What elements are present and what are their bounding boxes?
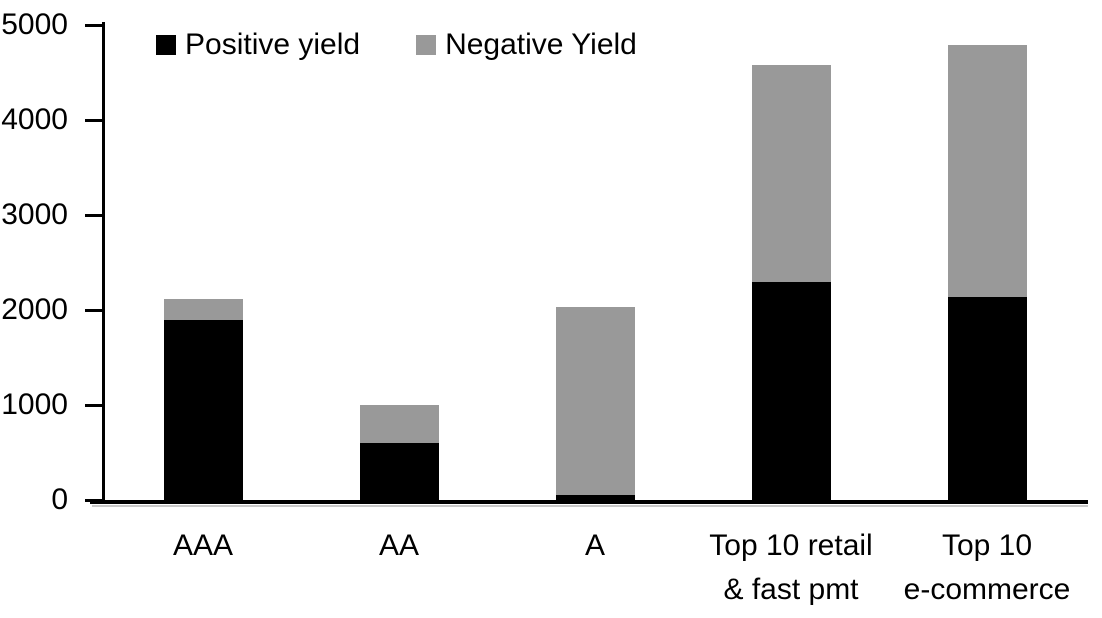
negative-yield-swatch-icon	[416, 35, 437, 55]
positive-yield-swatch-icon	[156, 35, 176, 55]
bar-segment-positive-yield-top-10-retail-fast-pmt	[751, 282, 831, 500]
bar-segment-negative-yield-a	[555, 307, 635, 496]
x-axis-category-label-aa: AA	[378, 529, 420, 562]
legend-label-positive-yield: Positive yield	[185, 28, 361, 61]
y-axis-tick-label: 3000	[1, 198, 68, 231]
bar-segment-negative-yield-aa	[359, 405, 439, 443]
y-axis-tick-label: 5000	[1, 8, 68, 41]
bar-segment-positive-yield-aa	[359, 443, 439, 500]
bar-segment-positive-yield-top-10-e-commerce	[947, 296, 1027, 500]
y-axis-line	[102, 22, 105, 503]
legend-item-positive-yield: Positive yield	[156, 28, 360, 62]
y-tick-3000	[85, 214, 102, 217]
x-axis-category-label-top-10-e-commerce: Top 10 e-commerce	[903, 529, 1071, 606]
y-axis-tick-label: 4000	[1, 103, 68, 136]
legend-label-negative-yield: Negative Yield	[445, 28, 637, 61]
bar-segment-positive-yield-a	[555, 495, 635, 500]
bar-segment-negative-yield-top-10-retail-fast-pmt	[751, 64, 831, 283]
y-axis-tick-label: 2000	[1, 293, 68, 326]
y-tick-5000	[85, 24, 102, 27]
y-tick-2000	[85, 309, 102, 312]
x-axis-category-label-aaa: AAA	[172, 529, 234, 562]
x-axis-line	[90, 500, 1088, 504]
chart-legend: Positive yield Negative Yield	[156, 28, 637, 62]
y-tick-1000	[85, 404, 102, 407]
bar-segment-negative-yield-top-10-e-commerce	[947, 44, 1027, 297]
legend-item-negative-yield: Negative Yield	[416, 28, 637, 62]
x-axis-category-label-top-10-retail-fast-pmt: Top 10 retail & fast pmt	[709, 529, 873, 606]
x-axis-category-label-a: A	[584, 529, 605, 562]
bar-segment-positive-yield-aaa	[163, 320, 243, 500]
bar-segment-negative-yield-aaa	[163, 298, 243, 321]
x-axis-shadow	[92, 505, 1088, 507]
y-tick-4000	[85, 119, 102, 122]
y-axis-tick-label: 0	[51, 483, 68, 516]
y-axis-tick-label: 1000	[1, 388, 68, 421]
